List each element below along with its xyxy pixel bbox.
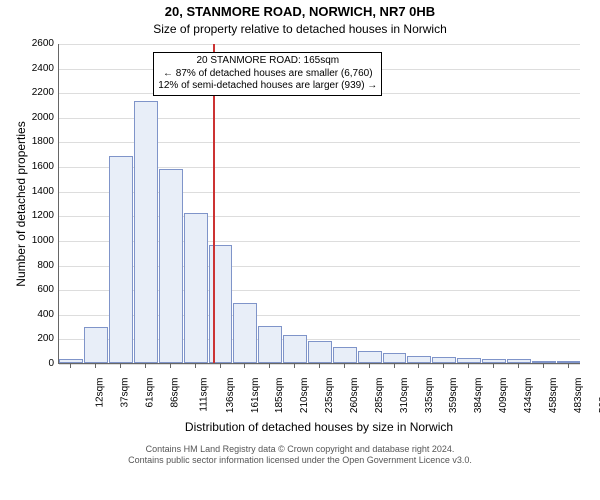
histogram-bar xyxy=(358,351,382,363)
x-tick-mark xyxy=(294,364,295,368)
y-tick-label: 800 xyxy=(22,260,54,271)
x-tick-mark xyxy=(493,364,494,368)
annotation-box: 20 STANMORE ROAD: 165sqm← 87% of detache… xyxy=(153,52,382,96)
y-tick-label: 2200 xyxy=(22,87,54,98)
x-tick-label: 185sqm xyxy=(275,378,286,414)
x-axis-label: Distribution of detached houses by size … xyxy=(58,420,580,434)
x-tick-label: 310sqm xyxy=(399,378,410,414)
x-tick-label: 483sqm xyxy=(573,378,584,414)
chart-root: 20, STANMORE ROAD, NORWICH, NR7 0HB Size… xyxy=(0,0,600,500)
x-tick-label: 260sqm xyxy=(349,378,360,414)
x-tick-label: 136sqm xyxy=(225,378,236,414)
y-tick-label: 200 xyxy=(22,333,54,344)
annotation-line: ← 87% of detached houses are smaller (6,… xyxy=(158,68,377,81)
x-tick-mark xyxy=(220,364,221,368)
y-tick-label: 2000 xyxy=(22,112,54,123)
footer-line: Contains HM Land Registry data © Crown c… xyxy=(0,444,600,455)
x-tick-mark xyxy=(145,364,146,368)
x-tick-mark xyxy=(369,364,370,368)
chart-subtitle: Size of property relative to detached ho… xyxy=(0,22,600,36)
x-tick-mark xyxy=(518,364,519,368)
x-tick-label: 458sqm xyxy=(548,378,559,414)
histogram-bar xyxy=(184,213,208,363)
x-tick-mark xyxy=(568,364,569,368)
x-tick-label: 161sqm xyxy=(250,378,261,414)
chart-title: 20, STANMORE ROAD, NORWICH, NR7 0HB xyxy=(0,4,600,19)
footer-line: Contains public sector information licen… xyxy=(0,455,600,466)
histogram-bar xyxy=(84,327,108,363)
histogram-bar xyxy=(457,358,481,363)
x-tick-mark xyxy=(543,364,544,368)
y-tick-label: 2400 xyxy=(22,63,54,74)
x-tick-label: 434sqm xyxy=(523,378,534,414)
histogram-bar xyxy=(109,156,133,363)
y-tick-label: 0 xyxy=(22,358,54,369)
x-tick-mark xyxy=(319,364,320,368)
x-tick-mark xyxy=(443,364,444,368)
histogram-bar xyxy=(233,303,257,363)
histogram-bar xyxy=(482,359,506,363)
footer-attribution: Contains HM Land Registry data © Crown c… xyxy=(0,444,600,467)
histogram-bar xyxy=(432,357,456,363)
x-tick-label: 210sqm xyxy=(299,378,310,414)
x-tick-mark xyxy=(195,364,196,368)
x-tick-label: 409sqm xyxy=(498,378,509,414)
x-tick-label: 111sqm xyxy=(198,378,209,412)
x-tick-label: 86sqm xyxy=(170,378,181,408)
gridline xyxy=(59,44,580,45)
x-tick-mark xyxy=(70,364,71,368)
y-tick-label: 1800 xyxy=(22,136,54,147)
x-tick-label: 285sqm xyxy=(374,378,385,414)
histogram-bar xyxy=(258,326,282,363)
x-tick-mark xyxy=(468,364,469,368)
histogram-bar xyxy=(159,169,183,363)
x-tick-label: 37sqm xyxy=(120,378,131,408)
histogram-bar xyxy=(134,101,158,363)
y-tick-label: 1200 xyxy=(22,210,54,221)
x-tick-label: 12sqm xyxy=(95,378,106,408)
x-tick-mark xyxy=(269,364,270,368)
histogram-bar xyxy=(532,361,556,363)
y-tick-label: 1400 xyxy=(22,186,54,197)
x-tick-label: 359sqm xyxy=(449,378,460,414)
histogram-bar xyxy=(557,361,581,363)
x-tick-label: 61sqm xyxy=(145,378,156,408)
x-tick-mark xyxy=(95,364,96,368)
x-tick-mark xyxy=(344,364,345,368)
plot-area: 20 STANMORE ROAD: 165sqm← 87% of detache… xyxy=(58,44,580,364)
x-tick-mark xyxy=(170,364,171,368)
y-tick-label: 2600 xyxy=(22,38,54,49)
x-tick-label: 335sqm xyxy=(424,378,435,414)
histogram-bar xyxy=(283,335,307,363)
histogram-bar xyxy=(308,341,332,363)
y-tick-label: 600 xyxy=(22,284,54,295)
y-tick-label: 1600 xyxy=(22,161,54,172)
annotation-line: 12% of semi-detached houses are larger (… xyxy=(158,80,377,93)
histogram-bar xyxy=(407,356,431,363)
x-tick-label: 235sqm xyxy=(324,378,335,414)
x-tick-mark xyxy=(394,364,395,368)
histogram-bar xyxy=(59,359,83,363)
histogram-bar xyxy=(507,359,531,363)
x-tick-mark xyxy=(120,364,121,368)
x-tick-label: 384sqm xyxy=(473,378,484,414)
x-tick-mark xyxy=(418,364,419,368)
histogram-bar xyxy=(333,347,357,363)
y-tick-label: 400 xyxy=(22,309,54,320)
y-tick-label: 1000 xyxy=(22,235,54,246)
x-tick-mark xyxy=(244,364,245,368)
histogram-bar xyxy=(383,353,407,363)
annotation-line: 20 STANMORE ROAD: 165sqm xyxy=(158,55,377,68)
